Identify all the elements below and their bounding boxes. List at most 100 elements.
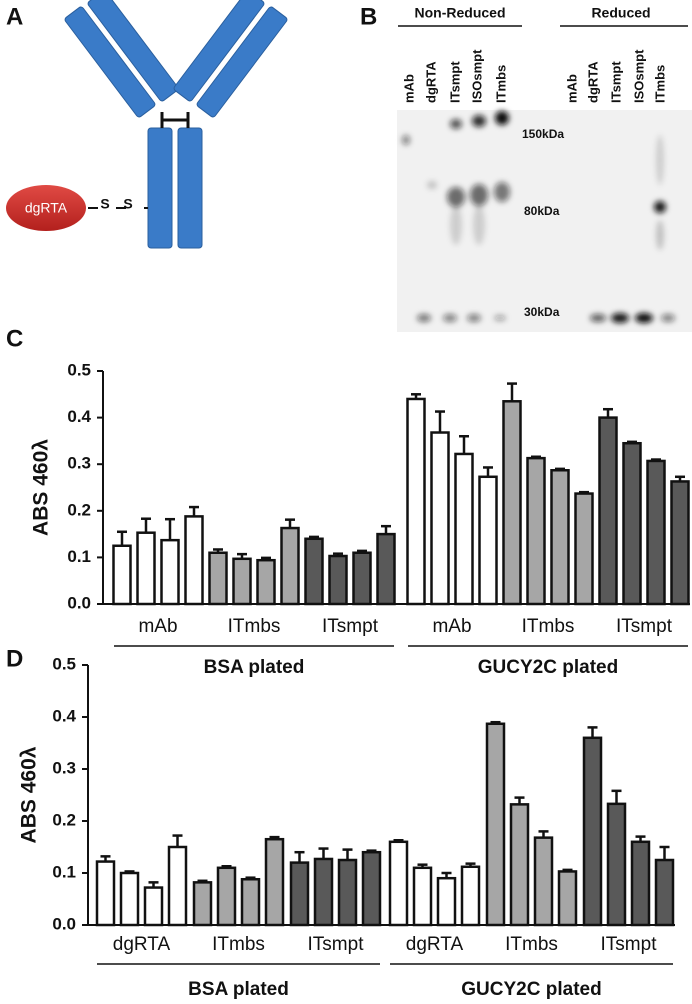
y-tick-label: 0.1 <box>52 862 76 881</box>
lane-label: ISOsmpt <box>469 49 484 103</box>
bar <box>646 459 666 606</box>
bar <box>313 857 334 927</box>
toxin-label: dgRTA <box>25 200 68 216</box>
antibody <box>64 0 288 249</box>
bar <box>388 840 409 927</box>
y-axis-label: ABS 460λ <box>18 746 41 843</box>
y-tick-label: 0.0 <box>52 914 76 933</box>
bar <box>598 416 618 606</box>
bar <box>232 557 252 606</box>
bar <box>264 837 285 927</box>
bar <box>533 836 554 927</box>
bar <box>622 441 642 606</box>
plate-label: GUCY2C plated <box>461 979 601 1000</box>
bar <box>460 865 481 927</box>
lane-label: mAb <box>401 74 416 103</box>
y-tick-label: 0.5 <box>67 360 91 379</box>
x-tick-label: ITmbs <box>505 934 558 955</box>
x-tick-label: mAb <box>138 616 177 637</box>
bar <box>557 870 578 927</box>
bar <box>670 480 690 606</box>
bar <box>95 860 116 927</box>
bar <box>509 803 530 927</box>
bar <box>574 492 594 606</box>
x-tick-label: ITsmpt <box>601 934 658 955</box>
bar <box>654 858 675 927</box>
blot <box>397 110 692 332</box>
bar <box>143 886 164 927</box>
panel-letter: B <box>360 3 377 30</box>
panel-letter: A <box>6 3 23 30</box>
group-label: Reduced <box>591 5 650 21</box>
lane-label: dgRTA <box>423 61 438 103</box>
bar <box>406 397 426 606</box>
hinge <box>160 112 190 128</box>
lane-label: ITmbs <box>652 65 667 103</box>
x-tick-label: mAb <box>432 616 471 637</box>
bond-label: S <box>100 196 109 212</box>
marker-label: 30kDa <box>524 305 560 319</box>
lane-label: ITsmpt <box>447 61 462 103</box>
x-tick-label: dgRTA <box>113 934 171 955</box>
y-tick-label: 0.3 <box>67 454 91 473</box>
bar <box>502 400 522 606</box>
bar <box>630 840 651 927</box>
y-tick-label: 0.4 <box>52 706 76 725</box>
x-tick-label: dgRTA <box>406 934 464 955</box>
bar <box>289 861 310 927</box>
lane-label: ITsmpt <box>608 61 623 103</box>
x-tick-label: ITsmpt <box>308 934 365 955</box>
lane-label: dgRTA <box>585 61 600 103</box>
bar <box>304 537 324 606</box>
bar <box>582 736 603 927</box>
bar <box>550 469 570 606</box>
bar <box>112 544 132 606</box>
bar <box>136 531 156 606</box>
y-tick-label: 0.0 <box>67 593 91 612</box>
toxin <box>6 185 86 231</box>
bar <box>119 871 140 927</box>
lane-labels: mAb dgRTA ITsmpt ISOsmpt ITmbs mAb dgRTA ITsmpt… <box>401 49 667 103</box>
lane-label: ITmbs <box>493 65 508 103</box>
bar <box>280 526 300 606</box>
group-label: Non-Reduced <box>415 5 506 21</box>
bar <box>606 802 627 927</box>
bar <box>192 881 213 927</box>
bar <box>184 515 204 606</box>
y-tick-label: 0.4 <box>67 407 91 426</box>
bar <box>216 866 237 927</box>
bar <box>240 877 261 927</box>
bar <box>167 845 188 927</box>
bar <box>412 866 433 927</box>
bar <box>430 431 450 606</box>
y-tick-label: 0.2 <box>67 500 91 519</box>
bar <box>485 722 506 927</box>
bands <box>402 111 675 323</box>
y-tick-label: 0.5 <box>52 654 76 673</box>
bar <box>454 452 474 606</box>
marker-label: 150kDa <box>522 127 564 141</box>
panel-letter: C <box>6 325 23 352</box>
plate-label: BSA plated <box>204 657 305 678</box>
bar <box>208 551 228 606</box>
panel-b: B 150kDa 80kDa 30kDa N <box>360 3 692 332</box>
bar <box>478 475 498 606</box>
bar <box>526 456 546 606</box>
lane-label: ISOsmpt <box>631 49 646 103</box>
bar <box>337 858 358 927</box>
y-tick-label: 0.3 <box>52 758 76 777</box>
y-tick-label: 0.1 <box>67 547 91 566</box>
bar <box>436 876 457 927</box>
x-tick-label: ITmbs <box>228 616 281 637</box>
marker-label: 80kDa <box>524 204 560 218</box>
bond-label: S <box>123 196 132 212</box>
panel-letter: D <box>6 645 23 672</box>
bar <box>256 558 276 606</box>
bar <box>361 850 382 927</box>
x-tick-label: ITsmpt <box>322 616 379 637</box>
bar <box>160 538 180 606</box>
x-tick-label: ITsmpt <box>616 616 673 637</box>
plate-label: GUCY2C plated <box>478 657 618 678</box>
lane-label: mAb <box>564 74 579 103</box>
